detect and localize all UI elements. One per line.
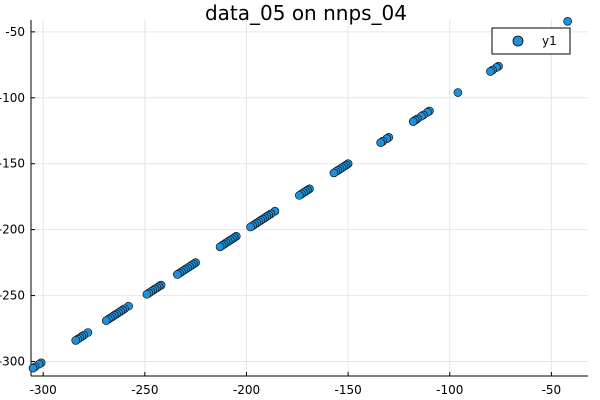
data-points — [28, 17, 572, 373]
x-tick-label: -200 — [233, 383, 260, 397]
scatter-point — [563, 17, 572, 26]
scatter-point — [453, 88, 463, 97]
x-tick-label: -50 — [542, 383, 562, 397]
legend-label: y1 — [542, 34, 557, 48]
x-tick-label: -250 — [131, 383, 158, 397]
scatter-point — [173, 270, 182, 279]
chart-title: data_05 on nnps_04 — [205, 1, 407, 25]
scatter-point — [376, 138, 385, 147]
scatter-point — [486, 67, 495, 76]
y-ticks: -300 -250 -200 -150 -100 -50 — [0, 25, 35, 368]
scatter-point — [295, 191, 304, 200]
x-ticks: -300 -250 -200 -150 -100 -50 — [30, 372, 562, 397]
y-tick-label: -150 — [0, 157, 25, 171]
scatter-point — [101, 316, 111, 325]
y-tick-label: -200 — [0, 223, 25, 237]
scatter-point — [142, 289, 152, 299]
scatter-point — [408, 117, 418, 126]
y-tick-label: -300 — [0, 354, 25, 368]
scatter-point — [71, 336, 81, 345]
y-tick-label: -50 — [5, 25, 25, 39]
y-tick-label: -100 — [0, 91, 25, 105]
legend: y1 — [491, 27, 571, 55]
x-tick-label: -150 — [335, 383, 362, 397]
legend-box — [491, 27, 571, 55]
scatter-point — [28, 363, 38, 373]
x-tick-label: -300 — [30, 383, 57, 397]
grid-lines — [31, 20, 588, 376]
scatter-point — [329, 168, 339, 178]
scatter-point — [246, 222, 255, 232]
y-tick-label: -250 — [0, 289, 25, 303]
scatter-point — [215, 242, 225, 252]
axes — [30, 20, 588, 377]
x-tick-label: -100 — [436, 383, 463, 397]
legend-marker — [512, 35, 524, 47]
